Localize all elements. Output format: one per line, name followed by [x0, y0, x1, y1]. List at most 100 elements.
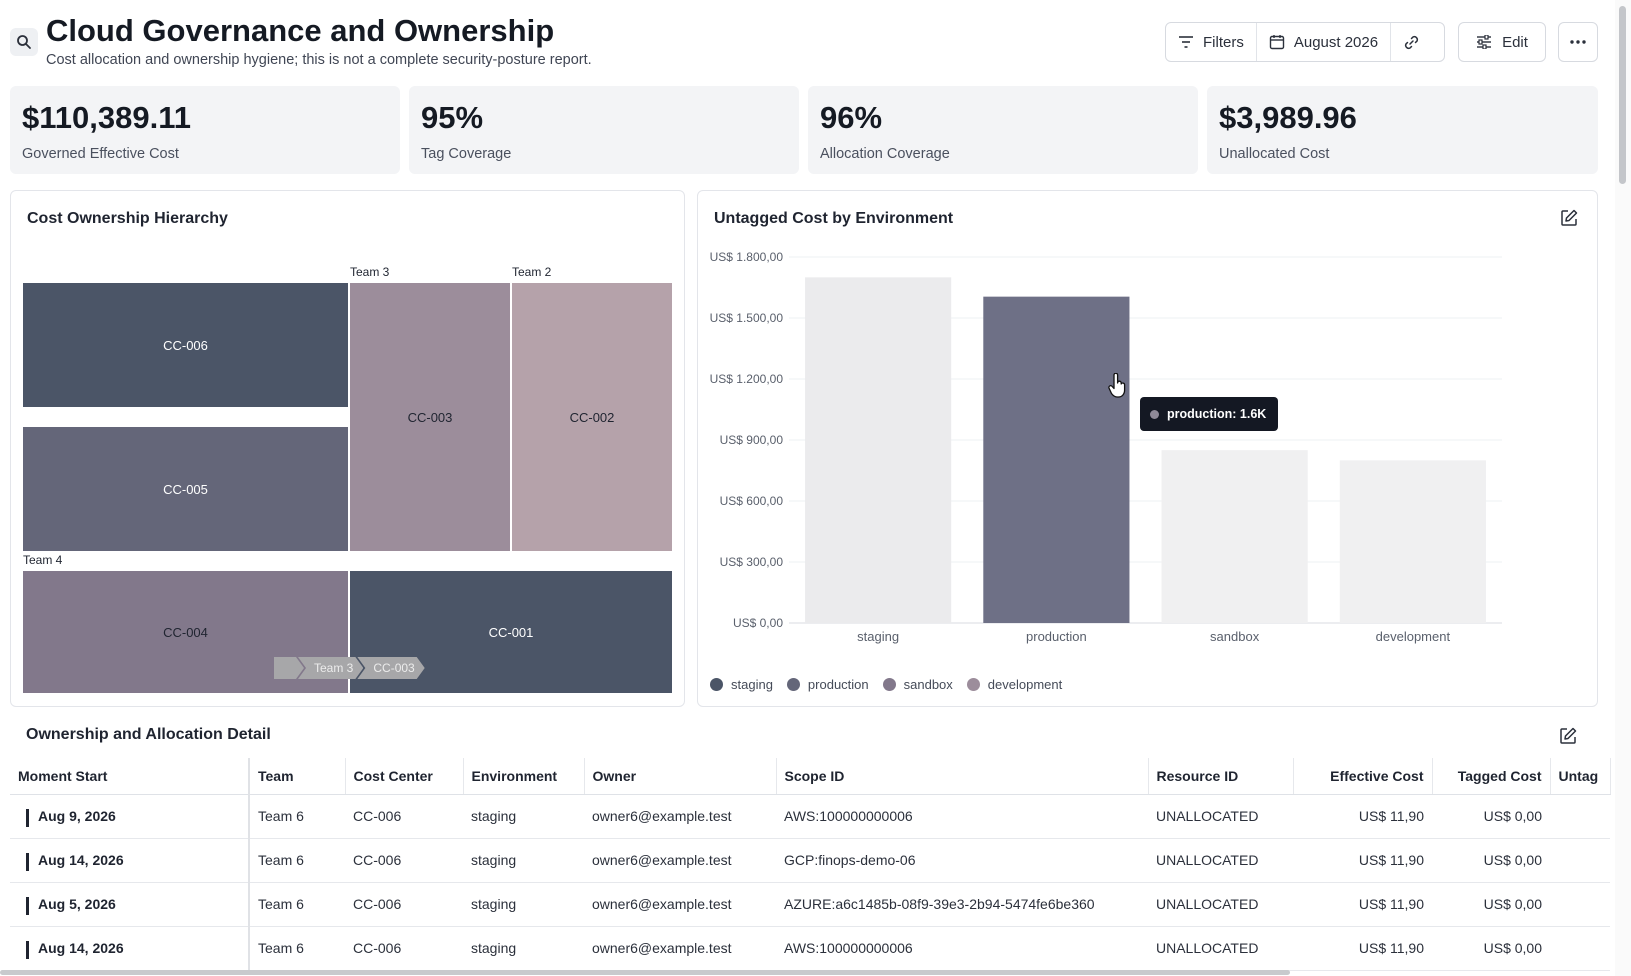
y-tick-label: US$ 0,00: [733, 616, 783, 630]
treemap-cell-label: CC-001: [488, 624, 534, 640]
kpi-card-tag-coverage: 95% Tag Coverage: [409, 86, 799, 174]
treemap-breadcrumb: Team 3 CC-003: [274, 657, 419, 679]
cell-resource-id: UNALLOCATED: [1148, 794, 1293, 839]
table-row[interactable]: Aug 9, 2026 Team 6 CC-006 staging owner6…: [10, 794, 1610, 839]
column-header[interactable]: Scope ID: [776, 758, 1149, 795]
legend-item[interactable]: production: [786, 677, 869, 692]
column-header[interactable]: Environment: [463, 758, 585, 795]
column-header[interactable]: Team: [249, 758, 346, 795]
y-tick-label: US$ 900,00: [720, 433, 784, 447]
bar-staging[interactable]: [805, 277, 952, 623]
treemap-cell-label: CC-006: [163, 337, 208, 353]
treemap-cell[interactable]: CC-006: [23, 283, 348, 407]
legend-item[interactable]: development: [966, 677, 1063, 692]
y-tick-label: US$ 1.800,00: [710, 250, 784, 264]
cell-owner: owner6@example.test: [584, 794, 776, 839]
cell-scope-id: AWS:100000000006: [776, 926, 1148, 971]
kpi-card-unallocated-cost: $3,989.96 Unallocated Cost: [1207, 86, 1598, 174]
bar-sandbox[interactable]: [1161, 450, 1308, 623]
horizontal-scrollbar[interactable]: [0, 970, 1290, 975]
breadcrumb-item[interactable]: CC-003: [357, 657, 424, 679]
header-filter-group: Filters August 2026: [1165, 22, 1445, 62]
kpi-label: Tag Coverage: [421, 146, 512, 162]
bar-production[interactable]: [983, 296, 1130, 623]
breadcrumb-item[interactable]: Team 3: [298, 657, 363, 679]
divider: [1255, 23, 1257, 61]
kpi-value: 95%: [421, 100, 484, 135]
cell-resource-id: UNALLOCATED: [1148, 926, 1293, 971]
legend-swatch: [786, 678, 800, 691]
column-header[interactable]: Owner: [584, 758, 777, 795]
hand-cursor-icon: [1108, 373, 1126, 398]
scrollbar-thumb[interactable]: [1619, 6, 1626, 184]
treemap-group-label: Team 3: [350, 265, 390, 279]
legend-item[interactable]: sandbox: [882, 677, 953, 692]
cell-environment: staging: [463, 838, 584, 883]
cell-moment-start: Aug 9, 2026: [10, 794, 250, 839]
cell-untagged-cost: [1550, 838, 1610, 883]
column-header[interactable]: Untag: [1550, 758, 1611, 795]
column-header[interactable]: Cost Center: [345, 758, 464, 795]
table-row[interactable]: Aug 14, 2026 Team 6 CC-006 staging owner…: [10, 838, 1610, 883]
date-label: August 2026: [1293, 33, 1379, 51]
treemap-cell[interactable]: CC-005: [23, 427, 348, 551]
cell-cost-center: CC-006: [345, 926, 463, 971]
table-title: Ownership and Allocation Detail: [26, 726, 271, 743]
detail-table-container: Moment Start Team Cost Center Environmen…: [10, 758, 1615, 974]
y-tick-label: US$ 1.500,00: [710, 311, 784, 325]
y-tick-label: US$ 300,00: [720, 555, 784, 569]
cell-environment: staging: [463, 926, 584, 971]
tooltip-dot: [1150, 409, 1159, 419]
cell-cost-center: CC-006: [345, 794, 463, 839]
breadcrumb-root[interactable]: [274, 657, 304, 679]
cell-tagged-cost: US$ 0,00: [1432, 794, 1550, 839]
cell-scope-id: GCP:finops-demo-06: [776, 838, 1148, 883]
share-link-button[interactable]: [1391, 23, 1432, 61]
legend-label: staging: [731, 677, 773, 692]
legend-label: sandbox: [903, 677, 953, 692]
legend-item[interactable]: staging: [710, 677, 773, 692]
table-row[interactable]: Aug 5, 2026 Team 6 CC-006 staging owner6…: [10, 882, 1610, 927]
legend-swatch: [966, 678, 980, 691]
link-icon: [1405, 35, 1419, 49]
cell-environment: staging: [463, 882, 584, 927]
tooltip-text: production: 1.6K: [1167, 407, 1267, 421]
cell-owner: owner6@example.test: [584, 926, 776, 971]
cell-resource-id: UNALLOCATED: [1148, 882, 1293, 927]
page-title: Cloud Governance and Ownership: [46, 13, 555, 48]
cell-tagged-cost: US$ 0,00: [1432, 926, 1550, 971]
treemap-cell[interactable]: CC-003: [350, 283, 510, 551]
bar-chart: US$ 0,00 US$ 300,00 US$ 600,00 US$ 900,00 US…: [710, 250, 1502, 644]
date-picker-button[interactable]: August 2026: [1257, 23, 1390, 61]
table-edit-button[interactable]: [1557, 725, 1579, 747]
more-options-button[interactable]: [1558, 22, 1598, 62]
x-tick-label: sandbox: [1210, 629, 1260, 644]
search-button[interactable]: [10, 28, 38, 56]
bar-development[interactable]: [1339, 460, 1486, 623]
filters-button[interactable]: Filters: [1166, 23, 1256, 61]
column-header[interactable]: Effective Cost: [1293, 758, 1433, 795]
column-header[interactable]: Moment Start: [10, 758, 250, 795]
chart-edit-button[interactable]: [1558, 207, 1580, 229]
table-row[interactable]: Aug 14, 2026 Team 6 CC-006 staging owner…: [10, 926, 1610, 971]
cell-team: Team 6: [249, 882, 345, 927]
vertical-scrollbar[interactable]: [1615, 0, 1631, 976]
cell-moment-start: Aug 5, 2026: [10, 882, 250, 927]
column-header[interactable]: Tagged Cost: [1432, 758, 1551, 795]
cell-resource-id: UNALLOCATED: [1148, 838, 1293, 883]
cell-owner: owner6@example.test: [584, 838, 776, 883]
treemap-cell[interactable]: CC-002: [512, 283, 672, 551]
kpi-value: 96%: [820, 100, 883, 135]
kpi-card-allocation-coverage: 96% Allocation Coverage: [808, 86, 1198, 174]
kpi-label: Unallocated Cost: [1219, 146, 1330, 162]
edit-button[interactable]: Edit: [1458, 22, 1546, 62]
column-header[interactable]: Resource ID: [1148, 758, 1294, 795]
bar-chart-title: Untagged Cost by Environment: [714, 210, 954, 227]
treemap-cell-label: CC-003: [407, 409, 453, 425]
legend-label: development: [987, 677, 1063, 692]
treemap-group-label: Team 4: [23, 553, 63, 567]
cell-tagged-cost: US$ 0,00: [1432, 882, 1550, 927]
cell-cost-center: CC-006: [345, 838, 463, 883]
edit-icon: [1560, 727, 1577, 744]
